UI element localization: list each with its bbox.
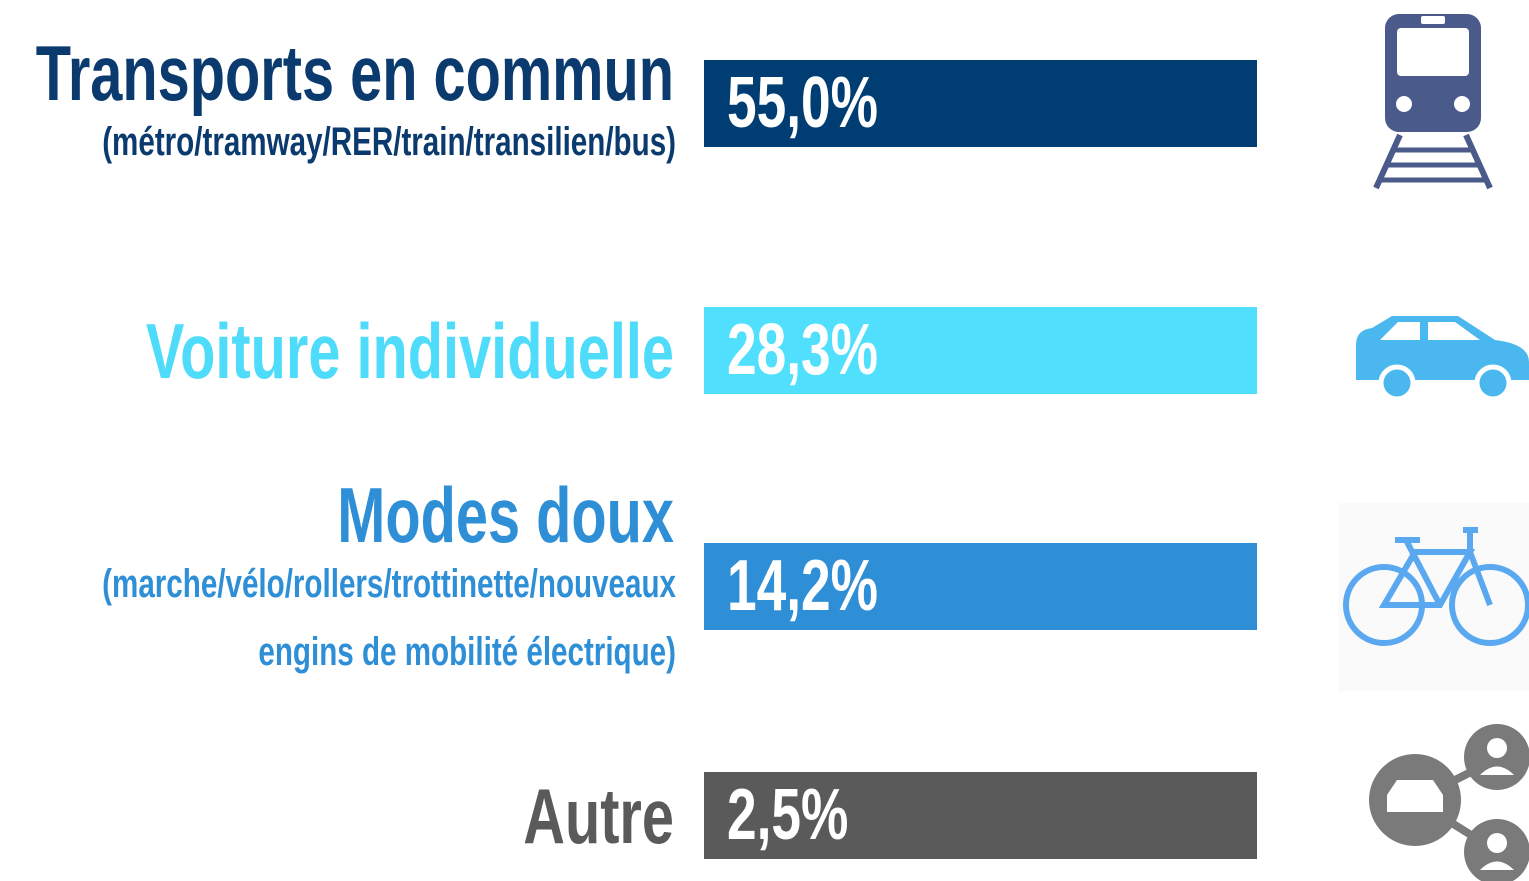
value-label-group: 55,0% — [727, 63, 878, 143]
value-label-group: 28,3% — [727, 310, 878, 390]
bike-icon — [1338, 503, 1529, 691]
car-icon — [1356, 316, 1529, 402]
carpool-icon — [1369, 724, 1529, 881]
value-label: 14,2% — [727, 546, 878, 626]
row-subtitle: engins de mobilité électrique) — [258, 630, 676, 674]
value-label: 28,3% — [727, 310, 878, 390]
row-subtitle: (marche/vélo/rollers/trottinette/nouveau… — [102, 562, 676, 606]
row-subtitle: (métro/tramway/RER/train/transilien/bus) — [102, 120, 676, 164]
row-title: Voiture individuelle — [146, 308, 674, 396]
row-title: Autre — [523, 773, 674, 861]
row-title-group: Transports en commun — [36, 30, 674, 118]
bar — [704, 60, 1257, 147]
value-label-group: 14,2% — [727, 546, 878, 626]
value-label-group: 2,5% — [727, 775, 848, 855]
icons — [1338, 14, 1529, 881]
row-title-group: Modes doux — [337, 472, 674, 560]
row-title: Transports en commun — [36, 30, 674, 118]
row-subtitle-group: engins de mobilité électrique) — [258, 630, 676, 674]
row-title-group: Autre — [523, 773, 674, 861]
row-subtitle-group: (marche/vélo/rollers/trottinette/nouveau… — [102, 562, 676, 606]
row-title-group: Voiture individuelle — [146, 308, 674, 396]
bar — [704, 772, 1257, 859]
bar — [704, 543, 1257, 630]
train-icon — [1373, 14, 1493, 190]
bar — [704, 307, 1257, 394]
row-title: Modes doux — [337, 472, 674, 560]
value-label: 55,0% — [727, 63, 878, 143]
row-subtitle-group: (métro/tramway/RER/train/transilien/bus) — [102, 120, 676, 164]
value-label: 2,5% — [727, 775, 848, 855]
